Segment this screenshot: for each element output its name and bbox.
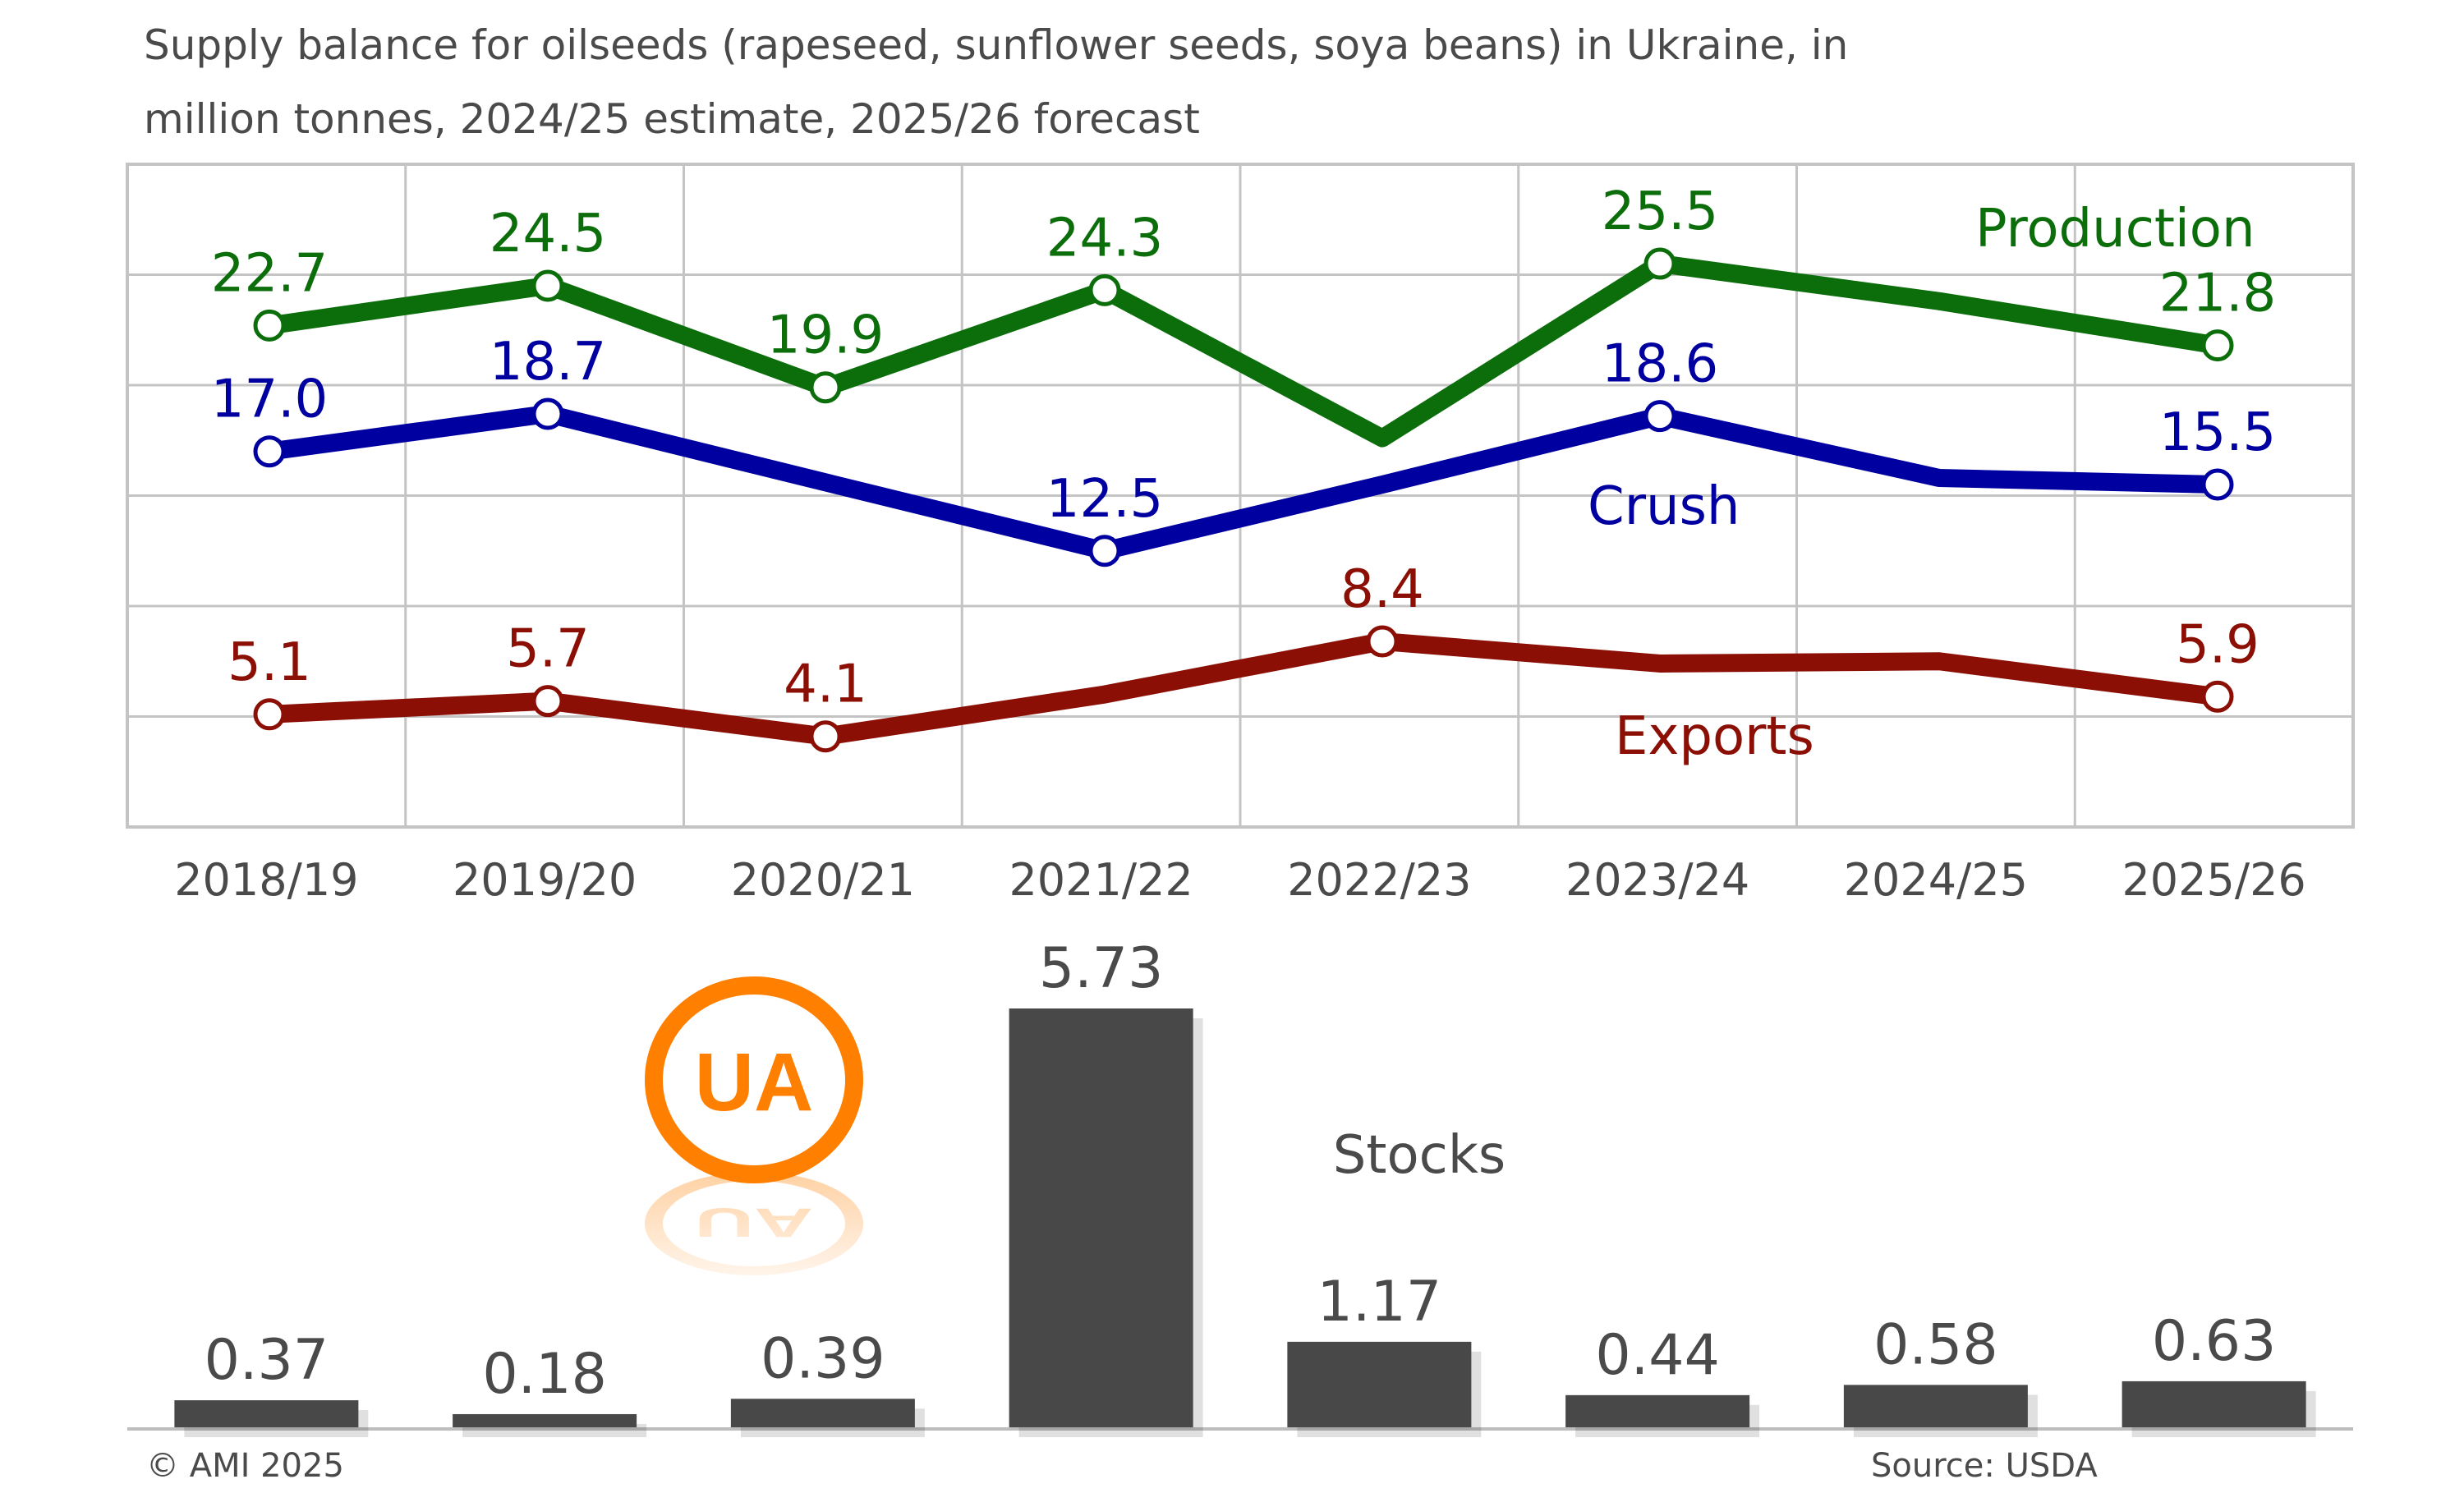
line-chart-gridlines: 2018/19 2019/20 2020/21 2021/22 2022/23 2023/… (126, 163, 2355, 906)
exports-point (1366, 625, 1399, 658)
x-tick-label: 2022/23 (1287, 854, 1471, 906)
chart-title-line1: Supply balance for oilseeds (rapeseed, s… (144, 21, 1849, 69)
source-note: Source: USDA (1871, 1447, 2098, 1485)
copyright-note: © AMI 2025 (146, 1447, 344, 1485)
x-tick-label: 2019/20 (453, 854, 637, 906)
exports-value-label: 5.7 (506, 619, 590, 680)
exports-point (809, 720, 842, 753)
line-series (253, 247, 2234, 753)
stocks-bar-label: 0.58 (1873, 1312, 1997, 1377)
exports-value-label: 8.4 (1340, 559, 1424, 620)
production-point (1088, 273, 1121, 306)
production-value-label: 25.5 (1602, 181, 1719, 242)
x-tick-label: 2018/19 (174, 854, 358, 906)
stocks-bar-label: 0.63 (2152, 1309, 2276, 1374)
stocks-bar (1287, 1341, 1472, 1427)
production-point (531, 269, 564, 302)
production-value-label: 24.3 (1046, 208, 1164, 269)
ua-logo-ring (645, 976, 863, 1183)
crush-series-name: Crush (1588, 476, 1740, 537)
crush-point (531, 397, 564, 430)
ua-logo-text: UA (695, 1036, 813, 1128)
crush-value-label: 15.5 (2159, 402, 2277, 463)
production-point (2201, 329, 2234, 362)
crush-value-label: 18.7 (490, 332, 607, 393)
stocks-bar-label: 1.17 (1317, 1270, 1441, 1335)
stocks-bar-label: 0.44 (1595, 1323, 1719, 1388)
exports-point (531, 685, 564, 718)
stocks-bar (453, 1413, 637, 1427)
stocks-bar (1843, 1385, 2028, 1427)
ua-logo: UA UA (624, 976, 887, 1306)
crush-value-label: 18.6 (1602, 334, 1719, 395)
production-point (253, 309, 286, 342)
x-tick-label: 2025/26 (2122, 854, 2305, 906)
x-tick-label: 2023/24 (1565, 854, 1749, 906)
production-value-label: 21.8 (2159, 264, 2277, 324)
production-value-label: 22.7 (211, 243, 329, 304)
stocks-bar-label: 0.37 (205, 1328, 329, 1393)
stocks-bar (1009, 1008, 1193, 1427)
exports-line (260, 632, 2227, 746)
stocks-series-title: Stocks (1333, 1125, 1506, 1186)
crush-value-label: 17.0 (211, 370, 329, 430)
exports-value-label: 5.1 (228, 632, 311, 693)
stocks-bar-label: 0.39 (761, 1326, 885, 1391)
stocks-bar-label: 5.73 (1039, 936, 1163, 1001)
crush-point (1643, 400, 1676, 433)
stocks-bar (730, 1399, 915, 1427)
stocks-bar (174, 1400, 359, 1427)
exports-value-label: 5.9 (2176, 614, 2259, 675)
production-line (260, 255, 2227, 448)
stocks-bar-chart: 0.37 0.18 0.39 5.73 1.17 0.44 0.58 0.63 Stocks (127, 936, 2353, 1437)
x-tick-label: 2024/25 (1844, 854, 2028, 906)
crush-point (2201, 468, 2234, 501)
chart-title-line2: million tonnes, 2024/25 estimate, 2025/2… (144, 95, 1200, 143)
crush-line (260, 404, 2227, 560)
stocks-bar (1565, 1394, 1750, 1427)
production-value-label: 19.9 (767, 305, 885, 366)
exports-series-name: Exports (1615, 706, 1814, 767)
exports-value-label: 4.1 (784, 655, 867, 715)
crush-value-label: 12.5 (1046, 469, 1164, 530)
exports-point (2201, 680, 2234, 713)
crush-point (253, 435, 286, 468)
x-tick-label: 2021/22 (1009, 854, 1193, 906)
chart-title: Supply balance for oilseeds (rapeseed, s… (144, 8, 2279, 156)
production-series-name: Production (1975, 199, 2255, 260)
exports-point (253, 698, 286, 731)
production-point (1643, 247, 1676, 280)
stocks-bar (2122, 1380, 2306, 1427)
production-point (809, 371, 842, 404)
crush-point (1088, 535, 1121, 567)
stocks-bar-label: 0.18 (482, 1342, 606, 1407)
x-tick-label: 2020/21 (731, 854, 915, 906)
production-value-label: 24.5 (490, 204, 607, 264)
